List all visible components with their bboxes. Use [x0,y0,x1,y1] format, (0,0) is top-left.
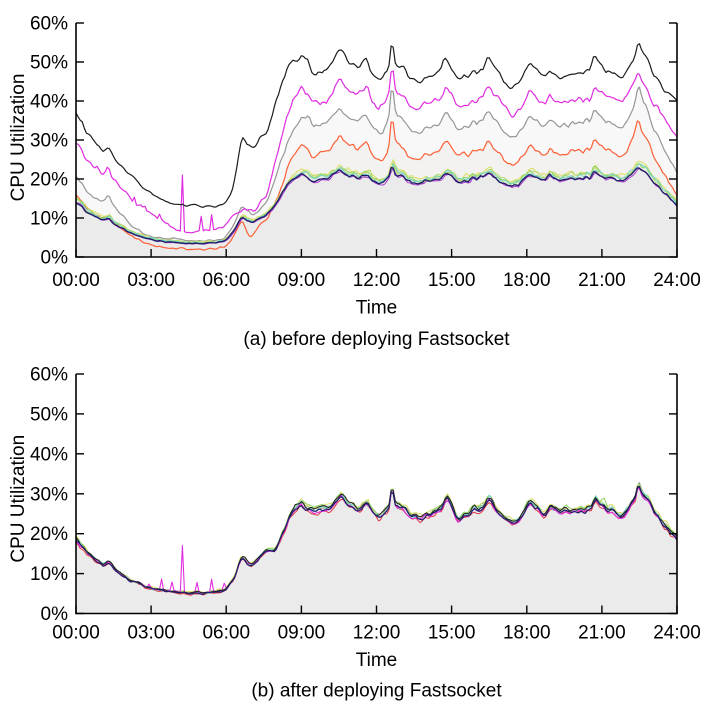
svg-text:06:00: 06:00 [202,270,250,291]
svg-text:18:00: 18:00 [503,623,551,644]
svg-text:06:00: 06:00 [202,623,250,644]
svg-text:0%: 0% [41,248,69,269]
svg-text:(a) before deploying Fastsocke: (a) before deploying Fastsocket [243,329,510,350]
svg-text:24:00: 24:00 [653,270,701,291]
svg-text:03:00: 03:00 [127,270,175,291]
svg-text:10%: 10% [30,209,68,230]
svg-text:10%: 10% [30,564,68,585]
svg-text:40%: 40% [30,444,68,465]
svg-text:00:00: 00:00 [52,623,100,644]
svg-text:12:00: 12:00 [353,270,401,291]
svg-text:0%: 0% [41,604,69,625]
svg-text:20%: 20% [30,170,68,191]
svg-text:30%: 30% [30,484,68,505]
svg-text:50%: 50% [30,53,68,74]
svg-text:60%: 60% [30,365,68,386]
svg-text:12:00: 12:00 [353,623,401,644]
svg-text:60%: 60% [30,14,68,35]
svg-text:20%: 20% [30,524,68,545]
svg-text:09:00: 09:00 [278,623,326,644]
svg-text:15:00: 15:00 [428,623,476,644]
svg-text:CPU Utilization: CPU Utilization [8,435,29,563]
svg-text:03:00: 03:00 [127,623,175,644]
svg-text:21:00: 21:00 [578,623,626,644]
svg-text:00:00: 00:00 [52,270,100,291]
svg-text:21:00: 21:00 [578,270,626,291]
svg-text:18:00: 18:00 [503,270,551,291]
svg-text:Time: Time [356,650,398,671]
svg-text:Time: Time [356,298,398,319]
svg-text:50%: 50% [30,404,68,425]
svg-text:15:00: 15:00 [428,270,476,291]
svg-text:(b) after deploying Fastsocket: (b) after deploying Fastsocket [251,681,502,702]
svg-text:09:00: 09:00 [278,270,326,291]
svg-text:30%: 30% [30,131,68,152]
svg-text:CPU Utilization: CPU Utilization [8,74,29,202]
svg-text:24:00: 24:00 [653,623,701,644]
svg-text:40%: 40% [30,92,68,113]
